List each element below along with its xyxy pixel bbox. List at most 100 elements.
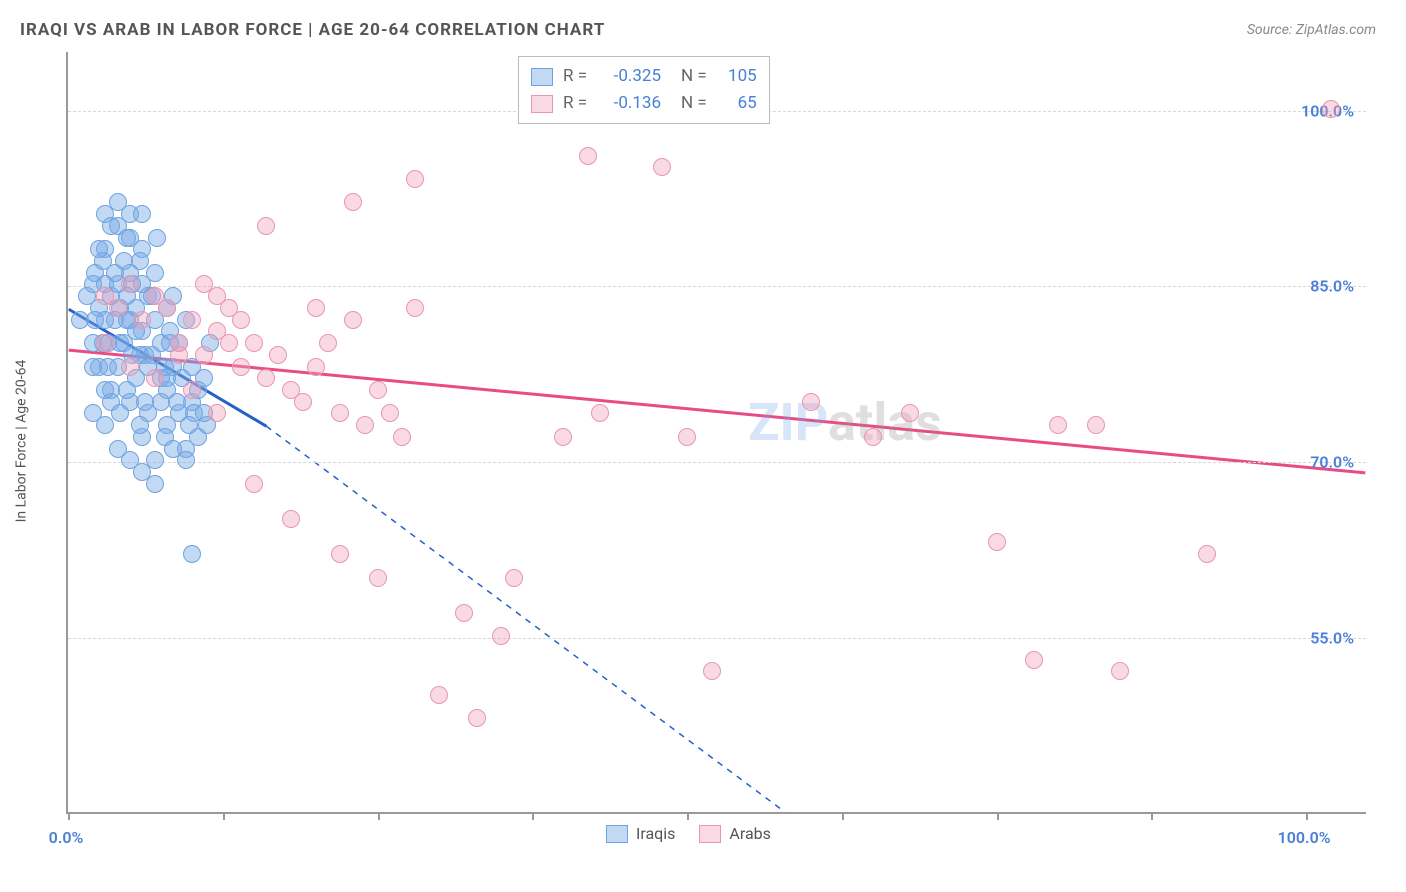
scatter-point <box>232 358 250 376</box>
legend-n-label: N = <box>681 63 707 90</box>
scatter-point <box>84 358 102 376</box>
scatter-point <box>148 229 166 247</box>
x-tick <box>997 812 999 820</box>
gridline <box>68 638 1366 639</box>
chart-source: Source: ZipAtlas.com <box>1247 22 1376 38</box>
legend-r-label: R = <box>563 63 587 90</box>
scatter-point <box>356 416 374 434</box>
scatter-point <box>133 311 151 329</box>
scatter-point <box>183 545 201 563</box>
watermark-atlas: atlas <box>828 392 942 453</box>
scatter-point <box>294 393 312 411</box>
scatter-point <box>118 229 136 247</box>
scatter-point <box>1322 100 1340 118</box>
scatter-point <box>802 393 820 411</box>
watermark: ZIPatlas <box>748 392 942 453</box>
trend-lines <box>68 52 1366 812</box>
scatter-point <box>102 217 120 235</box>
legend-swatch <box>531 68 553 86</box>
scatter-point <box>505 569 523 587</box>
x-tick <box>532 812 534 820</box>
scatter-point <box>131 416 149 434</box>
scatter-point <box>988 533 1006 551</box>
legend-row: R =-0.136N =65 <box>531 90 757 117</box>
scatter-point <box>1111 662 1129 680</box>
scatter-point <box>455 604 473 622</box>
scatter-point <box>136 393 154 411</box>
legend-n-label: N = <box>681 90 707 117</box>
scatter-point <box>1049 416 1067 434</box>
scatter-point <box>591 404 609 422</box>
scatter-point <box>208 287 226 305</box>
y-tick-label: 55.0% <box>1310 629 1354 648</box>
scatter-point <box>109 299 127 317</box>
plot-area: ZIPatlas R =-0.325N =105R =-0.136N =65 5… <box>66 52 1366 814</box>
scatter-point <box>133 205 151 223</box>
scatter-point <box>269 346 287 364</box>
scatter-point <box>703 662 721 680</box>
legend-swatch <box>606 825 628 843</box>
scatter-point <box>121 275 139 293</box>
legend-n-value: 65 <box>717 90 757 117</box>
scatter-point <box>1025 651 1043 669</box>
scatter-point <box>331 545 349 563</box>
scatter-point <box>331 404 349 422</box>
scatter-point <box>245 475 263 493</box>
scatter-point <box>393 428 411 446</box>
scatter-point <box>96 416 114 434</box>
series-legend-item: Arabs <box>699 824 771 843</box>
scatter-point <box>170 346 188 364</box>
scatter-point <box>208 404 226 422</box>
scatter-point <box>146 264 164 282</box>
scatter-point <box>864 428 882 446</box>
scatter-point <box>282 510 300 528</box>
scatter-point <box>183 311 201 329</box>
x-tick <box>378 812 380 820</box>
scatter-point <box>146 475 164 493</box>
legend-r-value: -0.325 <box>597 63 661 90</box>
scatter-point <box>430 686 448 704</box>
scatter-point <box>220 334 238 352</box>
scatter-point <box>158 299 176 317</box>
legend-label: Arabs <box>729 824 771 843</box>
scatter-point <box>121 358 139 376</box>
correlation-legend: R =-0.325N =105R =-0.136N =65 <box>518 56 770 124</box>
scatter-point <box>168 393 186 411</box>
x-tick <box>1306 812 1308 820</box>
scatter-point <box>307 299 325 317</box>
scatter-point <box>344 193 362 211</box>
scatter-point <box>118 381 136 399</box>
legend-r-label: R = <box>563 90 587 117</box>
scatter-point <box>344 311 362 329</box>
scatter-point <box>319 334 337 352</box>
scatter-point <box>177 451 195 469</box>
legend-swatch <box>531 95 553 113</box>
scatter-point <box>257 369 275 387</box>
y-tick-label: 70.0% <box>1310 453 1354 472</box>
scatter-point <box>554 428 572 446</box>
scatter-point <box>307 358 325 376</box>
scatter-point <box>406 170 424 188</box>
x-tick <box>68 812 70 820</box>
scatter-point <box>183 381 201 399</box>
scatter-point <box>195 346 213 364</box>
scatter-point <box>90 240 108 258</box>
scatter-point <box>369 381 387 399</box>
series-legend-item: Iraqis <box>606 824 675 843</box>
scatter-point <box>180 416 198 434</box>
scatter-point <box>369 569 387 587</box>
legend-label: Iraqis <box>636 824 675 843</box>
chart-area: In Labor Force | Age 20-64 ZIPatlas R =-… <box>20 52 1376 814</box>
chart-header: IRAQI VS ARAB IN LABOR FORCE | AGE 20-64… <box>20 20 1376 40</box>
x-tick <box>223 812 225 820</box>
scatter-point <box>901 404 919 422</box>
x-tick-label: 0.0% <box>49 828 84 847</box>
scatter-point <box>257 217 275 235</box>
legend-swatch <box>699 825 721 843</box>
scatter-point <box>86 311 104 329</box>
scatter-point <box>406 299 424 317</box>
scatter-point <box>653 158 671 176</box>
scatter-point <box>678 428 696 446</box>
scatter-point <box>1087 416 1105 434</box>
scatter-point <box>381 404 399 422</box>
